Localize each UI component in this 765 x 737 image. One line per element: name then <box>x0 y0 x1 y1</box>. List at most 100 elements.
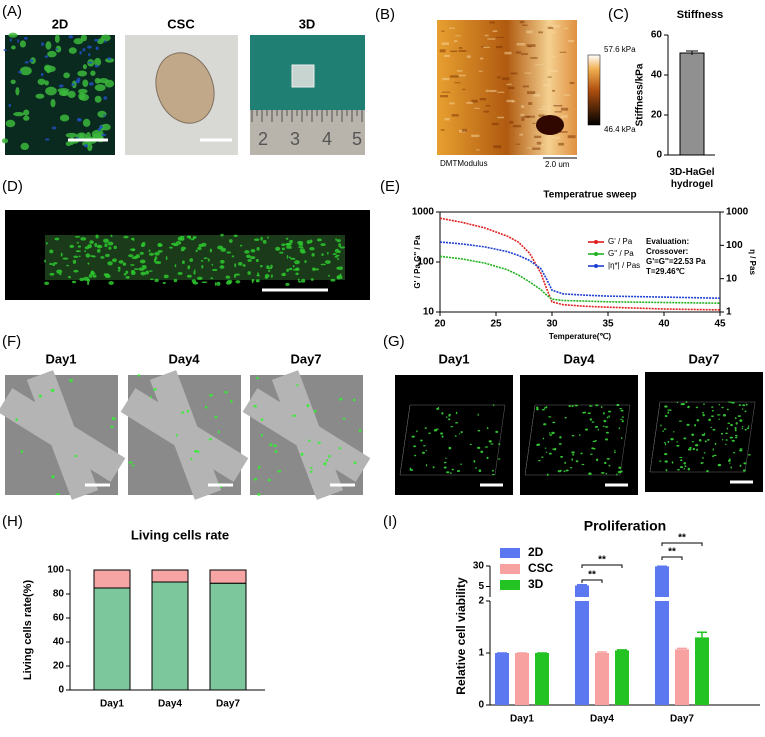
bar-segment <box>209 582 247 691</box>
cell <box>107 57 112 61</box>
cell <box>600 405 603 409</box>
cell <box>306 240 311 244</box>
cell <box>607 410 612 413</box>
cell <box>320 243 326 247</box>
cell <box>441 412 444 415</box>
cell <box>711 406 714 408</box>
y-tick-label: 20 <box>53 661 65 672</box>
scaffold-cross <box>0 370 126 500</box>
cell <box>424 427 427 429</box>
afm-texture <box>522 24 528 26</box>
afm-texture <box>534 135 542 139</box>
cell <box>428 432 431 435</box>
volume-box <box>399 404 506 476</box>
cell <box>233 234 238 237</box>
cell <box>738 404 742 406</box>
cell <box>545 451 548 453</box>
cell <box>256 274 261 277</box>
volume-box <box>649 401 756 473</box>
cell <box>44 80 49 86</box>
cell <box>726 427 729 430</box>
cell <box>47 50 57 58</box>
cell <box>703 403 705 405</box>
cell <box>722 413 726 417</box>
cell <box>94 57 102 67</box>
panel-label: (C) <box>608 6 629 23</box>
cell <box>602 412 605 415</box>
afm-texture <box>530 57 538 59</box>
afm-texture <box>522 85 530 88</box>
cell <box>477 429 481 432</box>
cell <box>443 466 447 469</box>
cell <box>148 249 151 253</box>
cell <box>256 247 260 251</box>
cell <box>311 252 315 257</box>
cell <box>45 86 57 96</box>
bar <box>495 653 509 705</box>
cell <box>449 472 452 474</box>
cell <box>100 256 105 259</box>
cell <box>67 90 76 99</box>
cell <box>131 256 138 260</box>
cell <box>621 416 624 418</box>
cell <box>214 415 218 419</box>
cell <box>621 437 623 440</box>
cell <box>257 465 261 469</box>
afm-texture <box>563 94 571 96</box>
y-tick-label: 60 <box>53 613 65 624</box>
y-tick-label: 5 <box>478 581 484 592</box>
y-tick-label: 30 <box>473 561 485 572</box>
cell <box>88 274 93 278</box>
cell <box>193 270 196 275</box>
cell <box>473 460 476 463</box>
cell <box>208 437 212 441</box>
cell <box>260 418 264 421</box>
legend-marker <box>594 240 598 244</box>
cell <box>152 388 157 391</box>
cell <box>286 268 289 273</box>
cell <box>330 278 336 282</box>
cell <box>543 407 546 409</box>
cell <box>270 264 273 269</box>
chart-title: Living cells rate <box>131 527 229 542</box>
cell <box>445 457 447 460</box>
cell <box>94 242 98 248</box>
panel-label: (B) <box>375 6 395 23</box>
legend-swatch <box>500 564 520 574</box>
cell <box>733 451 736 454</box>
afm-texture <box>441 42 450 45</box>
cell <box>103 273 109 276</box>
cell <box>731 439 735 442</box>
cell <box>285 242 292 246</box>
afm-texture <box>476 149 480 151</box>
cell <box>289 239 293 244</box>
cell <box>440 432 443 435</box>
panel-label: (G) <box>383 333 405 350</box>
cell <box>744 410 747 413</box>
cell <box>162 281 166 284</box>
cell <box>264 276 268 279</box>
ruler-number: 3 <box>290 129 300 149</box>
cell <box>310 278 314 281</box>
afm-texture <box>441 30 445 32</box>
cell <box>130 264 135 266</box>
y-tick-label: 0 <box>58 685 64 696</box>
cell <box>730 423 734 427</box>
afm-texture <box>553 104 563 107</box>
afm-texture <box>567 135 576 139</box>
afm-texture <box>440 129 445 131</box>
cell <box>458 433 461 435</box>
cell <box>148 252 155 256</box>
afm-texture <box>449 27 456 29</box>
cell <box>270 274 273 278</box>
cell <box>255 280 259 283</box>
afm-texture <box>487 38 496 40</box>
cell <box>87 262 90 265</box>
cell <box>608 415 610 418</box>
image-title: Day7 <box>290 351 321 366</box>
cell <box>411 435 415 438</box>
legend-marker <box>594 252 598 256</box>
cell <box>68 47 77 54</box>
scaffold-cross <box>120 370 249 500</box>
cell <box>84 250 86 253</box>
